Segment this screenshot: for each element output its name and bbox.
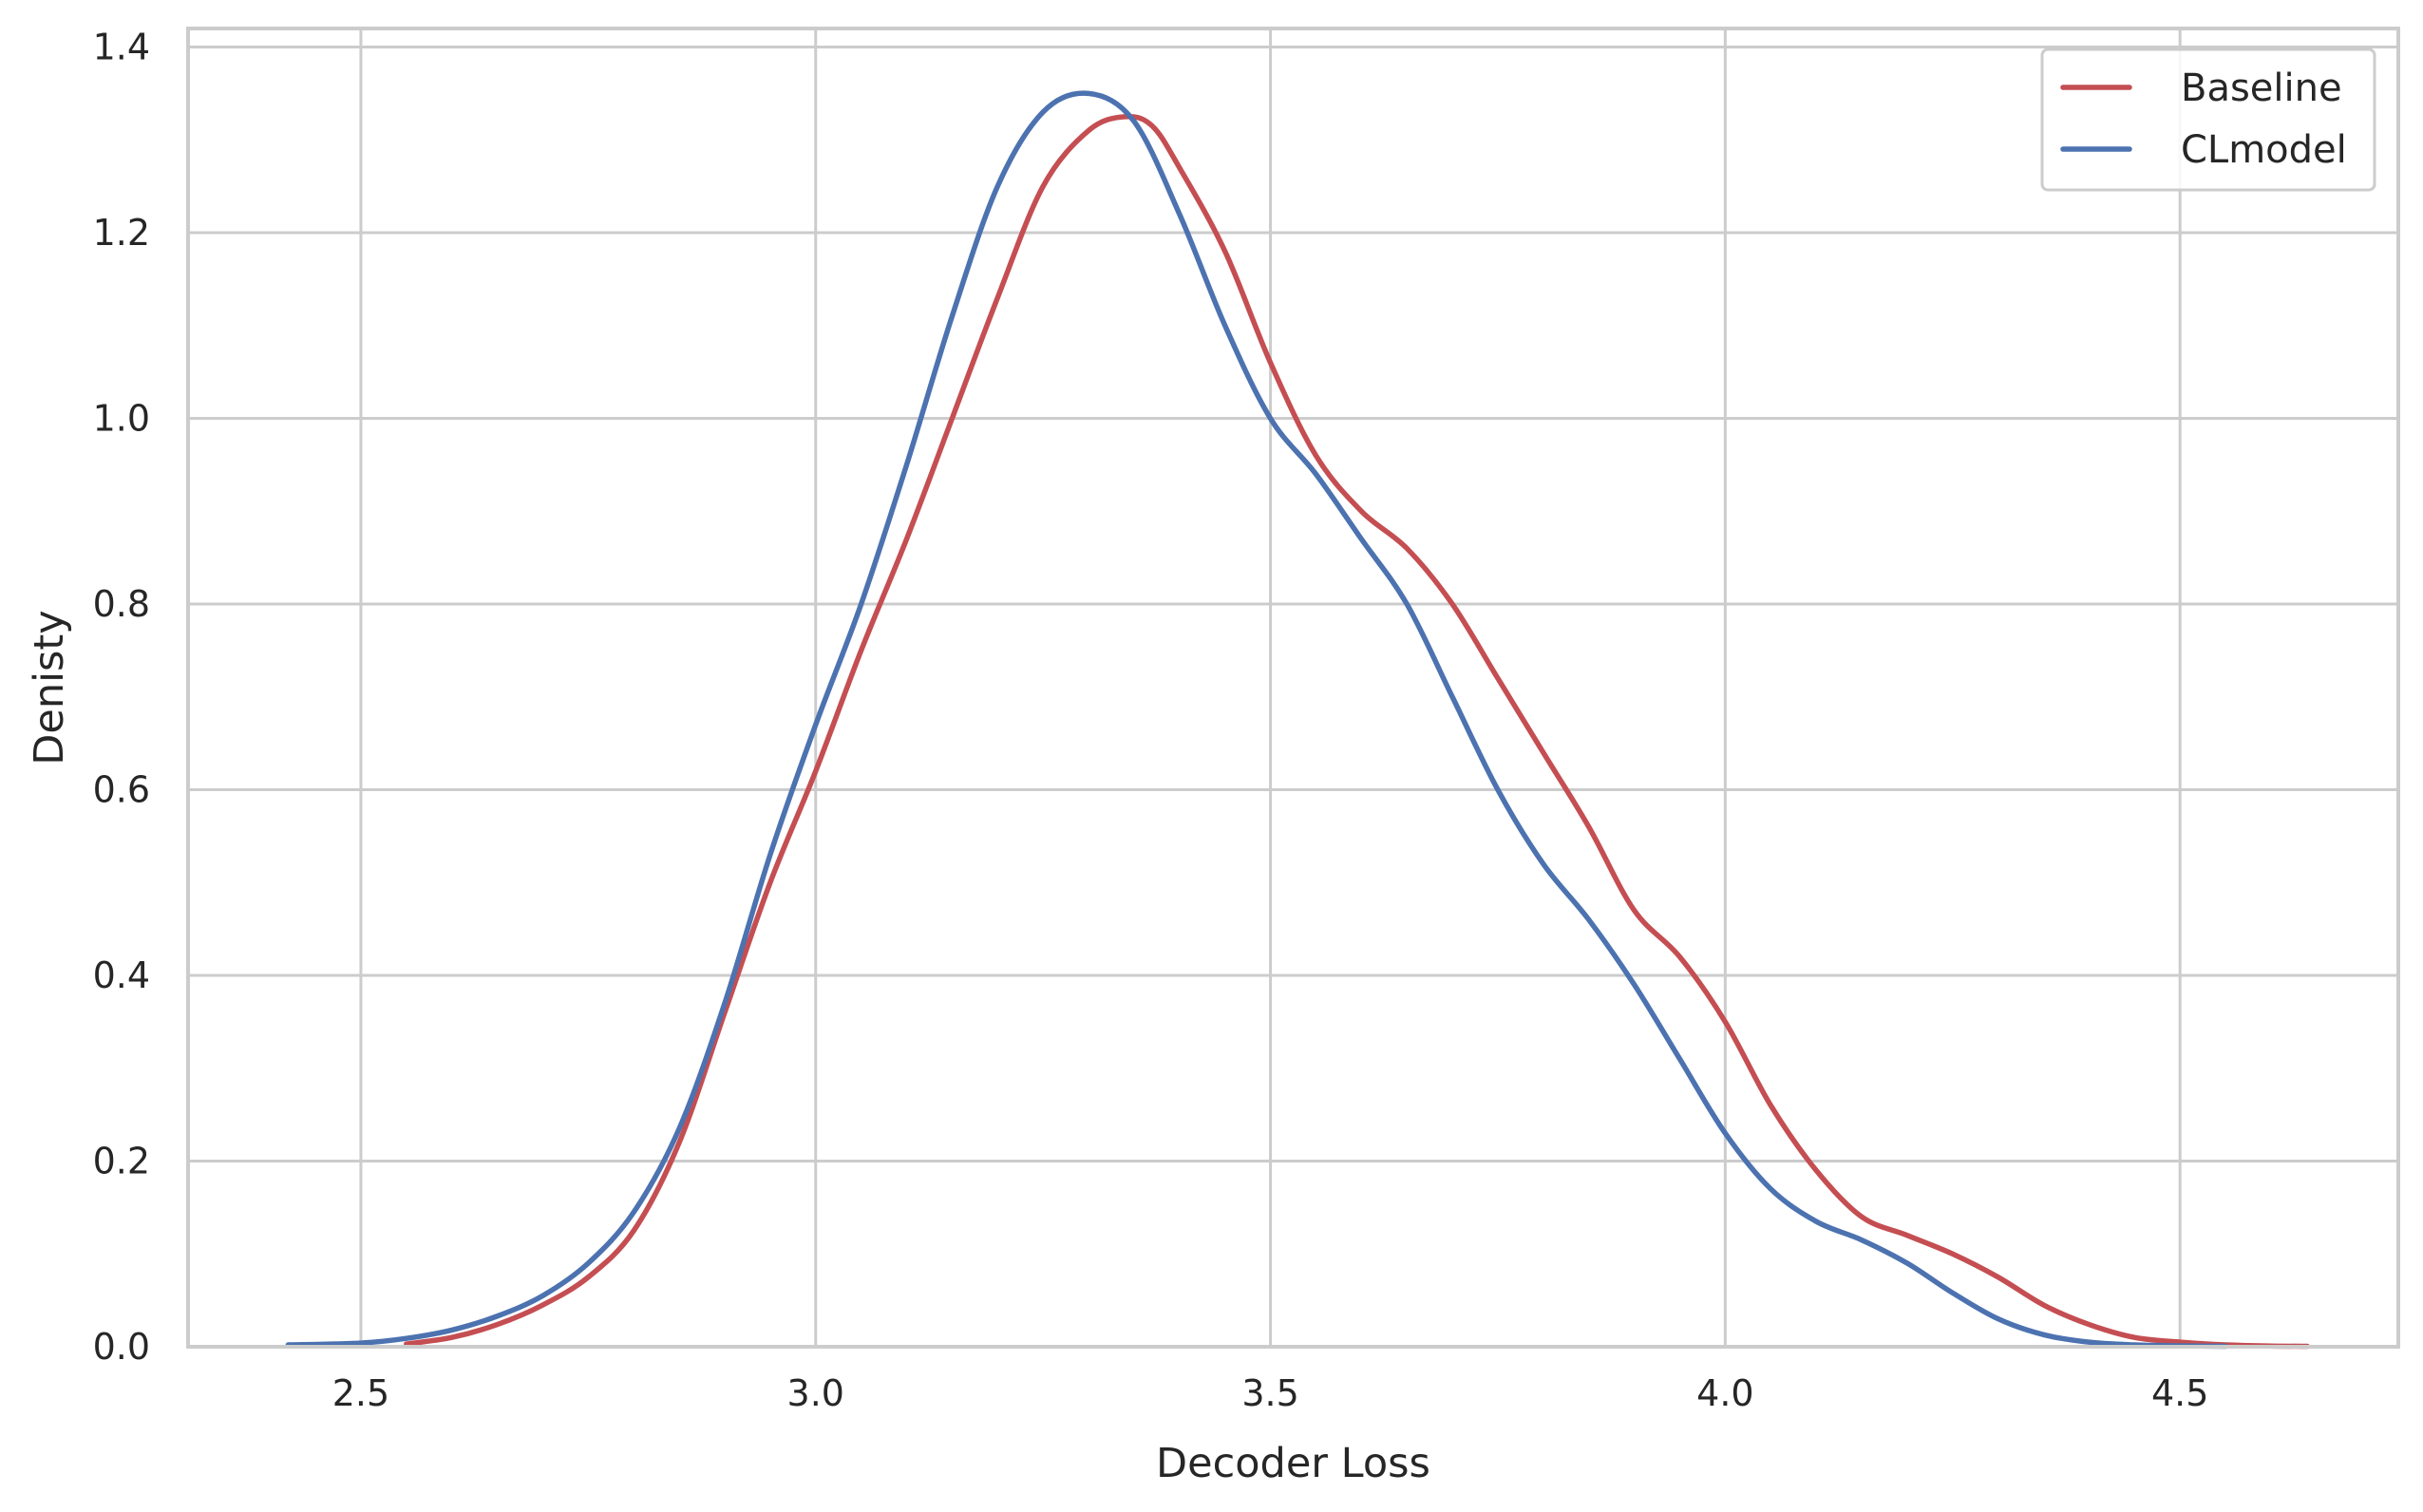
legend-label-clmodel: CLmodel [2181,128,2347,172]
grid-lines [188,28,2398,1349]
x-tick-label: 2.5 [332,1372,389,1414]
x-tick-label: 3.0 [787,1372,844,1414]
y-tick-label: 0.0 [93,1326,150,1368]
y-tick-label: 0.8 [93,583,150,625]
series-line-baseline [404,113,2310,1350]
legend: Baseline CLmodel [2040,47,2376,192]
y-tick-label: 1.4 [93,27,150,68]
x-tick-label: 3.5 [1241,1372,1298,1414]
axes-frame [186,27,2400,1349]
y-axis-ticks: 0.0 0.2 0.4 0.6 0.8 1.0 1.2 1.4 [93,27,150,1368]
y-tick-label: 0.6 [93,769,150,811]
legend-label-baseline: Baseline [2181,66,2342,110]
y-tick-label: 1.2 [93,212,150,254]
y-axis-label: Denisty [26,610,73,765]
x-tick-label: 4.5 [2151,1372,2208,1414]
x-tick-label: 4.0 [1696,1372,1753,1414]
x-axis-label: Decoder Loss [1156,1440,1430,1487]
y-tick-label: 0.4 [93,954,150,996]
density-curves [285,90,2310,1350]
legend-box [2040,47,2376,192]
y-tick-label: 0.2 [93,1141,150,1182]
y-tick-label: 1.0 [93,398,150,440]
series-line-clmodel [285,90,2228,1350]
x-axis-ticks: 2.5 3.0 3.5 4.0 4.5 [332,1372,2209,1414]
